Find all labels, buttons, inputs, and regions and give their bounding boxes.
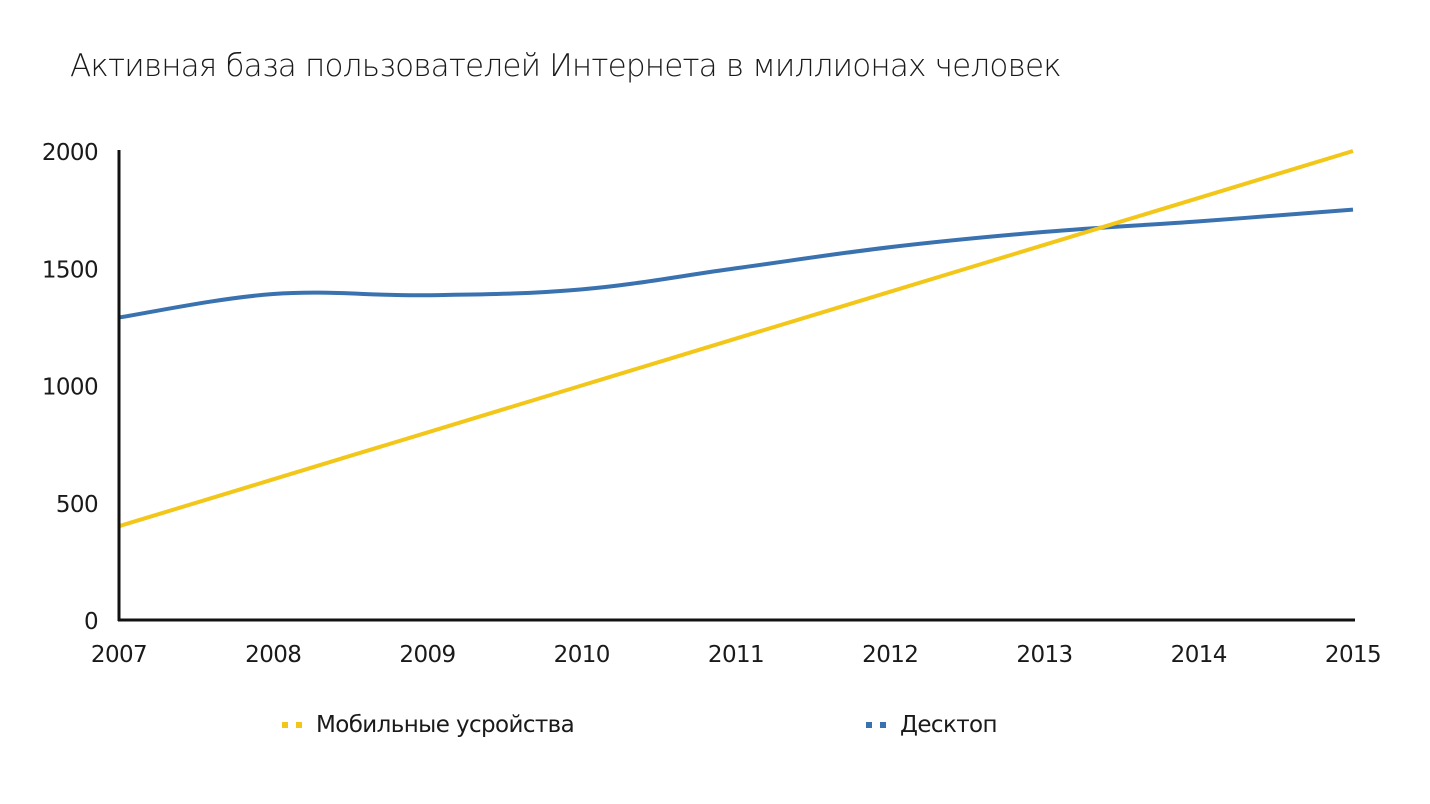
legend-item-mobile: Мобильные усройства: [282, 712, 575, 738]
chart-title: Активная база пользователей Интернета в …: [70, 48, 1062, 84]
y-tick-label: 2000: [42, 140, 98, 166]
x-tick-label: 2011: [708, 642, 764, 668]
y-tick-labels: 0 500 1000 1500 2000: [42, 140, 99, 635]
x-tick-labels: 2007 2008 2009 2010 2011 2012 2013 2014 2015: [91, 642, 1382, 668]
series-line-mobile: [118, 149, 1354, 529]
legend-label-desktop: Десктоп: [900, 712, 998, 738]
series-line-desktop: [118, 207, 1354, 320]
legend-label-mobile: Мобильные усройства: [316, 712, 575, 738]
x-tick-label: 2012: [862, 642, 918, 668]
y-tick-label: 500: [56, 492, 98, 518]
legend-item-desktop: Десктоп: [866, 712, 998, 738]
x-tick-label: 2013: [1016, 642, 1072, 668]
y-tick-label: 0: [84, 609, 98, 635]
y-tick-label: 1500: [42, 257, 98, 283]
line-chart: 0 500 1000 1500 2000 2007 2008 2009 2010 2011 201…: [42, 140, 1382, 668]
y-tick-label: 1000: [42, 375, 98, 401]
x-tick-label: 2009: [399, 642, 455, 668]
legend-marker-icon: [866, 722, 886, 728]
x-tick-label: 2010: [554, 642, 610, 668]
x-tick-label: 2014: [1171, 642, 1227, 668]
legend-marker-icon: [282, 722, 302, 728]
x-tick-label: 2015: [1325, 642, 1381, 668]
series-layer: [118, 149, 1354, 529]
x-tick-label: 2008: [245, 642, 301, 668]
x-tick-label: 2007: [91, 642, 147, 668]
